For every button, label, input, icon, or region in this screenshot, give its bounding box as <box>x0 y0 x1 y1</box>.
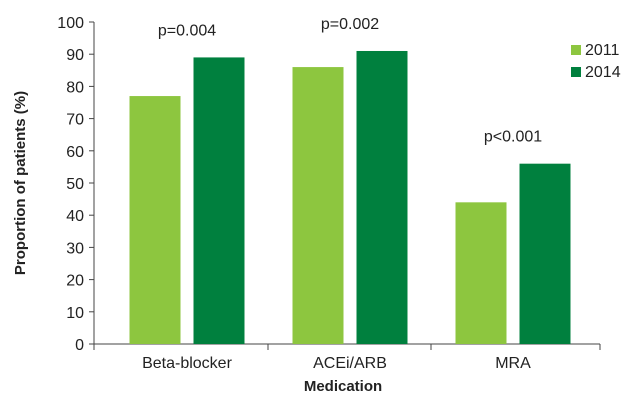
x-axis-title: Medication <box>304 378 382 395</box>
y-tick-label: 40 <box>66 208 84 225</box>
annotations: p=0.004 p=0.002 p<0.001 <box>158 16 542 146</box>
y-tick-label: 30 <box>66 240 84 257</box>
legend-label-2011: 2011 <box>585 42 620 59</box>
p-value-annotation: p<0.001 <box>484 129 542 146</box>
bar-mra-2011 <box>455 202 507 344</box>
legend-swatch-2011 <box>571 45 581 55</box>
p-value-annotation: p=0.004 <box>158 22 216 39</box>
legend-swatch-2014 <box>571 67 581 77</box>
bar-acei-arb-2014 <box>356 50 408 344</box>
y-tick-label: 20 <box>66 273 84 290</box>
y-tick-label: 100 <box>57 15 84 32</box>
x-tick-label: MRA <box>495 355 531 372</box>
p-value-annotation: p=0.002 <box>321 16 379 33</box>
y-tick-label: 90 <box>66 47 84 64</box>
bars <box>129 50 571 345</box>
legend-label-2014: 2014 <box>585 64 621 81</box>
x-axis: Beta-blocker ACEi/ARB MRA <box>93 343 601 372</box>
bar-beta-blocker-2011 <box>129 96 181 344</box>
x-tick-label: Beta-blocker <box>142 355 232 372</box>
bar-acei-arb-2011 <box>292 67 344 344</box>
bar-mra-2014 <box>519 163 571 344</box>
bar-beta-blocker-2014 <box>193 57 245 345</box>
y-tick-label: 0 <box>75 337 84 354</box>
x-tick-label: ACEi/ARB <box>313 355 387 372</box>
y-tick-label: 80 <box>66 79 84 96</box>
y-axis-title: Proportion of patients (%) <box>12 91 29 275</box>
y-tick-label: 50 <box>66 176 84 193</box>
y-axis: 0 10 20 30 40 50 60 70 80 90 100 <box>57 15 95 354</box>
y-tick-label: 70 <box>66 112 84 129</box>
legend: 2011 2014 <box>571 42 621 81</box>
y-tick-label: 10 <box>66 305 84 322</box>
y-tick-label: 60 <box>66 144 84 161</box>
